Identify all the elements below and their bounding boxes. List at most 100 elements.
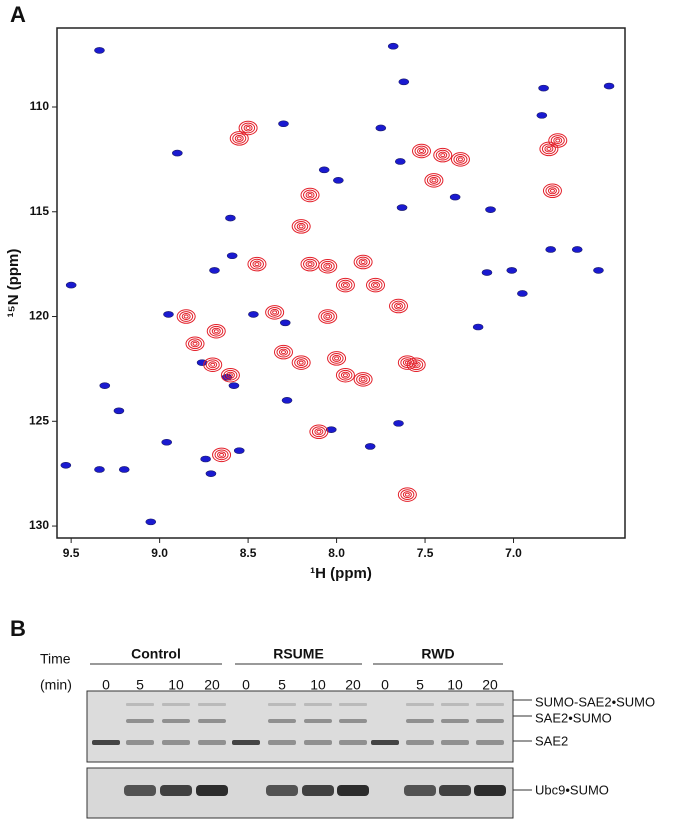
peak-contour [549, 188, 555, 193]
peak-contour [209, 325, 224, 337]
peak-contour [234, 134, 244, 142]
time-label: Time [40, 651, 71, 667]
peak-contour [396, 304, 402, 309]
band [302, 785, 334, 796]
peak-contour [438, 151, 448, 159]
peak-contour [305, 191, 315, 199]
lane-label: 5 [136, 677, 144, 693]
peak [335, 367, 355, 383]
gel-bands [92, 703, 506, 796]
peak [279, 319, 291, 327]
peak [353, 372, 373, 387]
peak-contour [400, 489, 415, 501]
lane-label: 20 [204, 677, 220, 693]
band [162, 740, 190, 745]
peak-contour [335, 277, 355, 293]
peak [394, 158, 406, 165]
peak-contour [358, 375, 368, 383]
peak [364, 443, 376, 450]
x-tick-label: 8.0 [328, 546, 345, 560]
peak [278, 120, 289, 128]
peak-contour [318, 258, 338, 274]
peak [318, 166, 330, 174]
peak-contour [433, 147, 453, 163]
peak-contour [340, 281, 350, 289]
band [266, 785, 298, 796]
peak [450, 152, 470, 167]
group-label: Control [131, 646, 181, 662]
peak-contour [183, 314, 189, 319]
peak-contour [435, 149, 450, 161]
group-label: RSUME [273, 646, 324, 662]
peak-contour [413, 362, 419, 367]
peak [247, 256, 267, 272]
y-tick-label: 115 [30, 204, 50, 218]
peak [300, 187, 320, 203]
peak-contour [550, 135, 565, 146]
peak [393, 420, 404, 427]
peak-contour [298, 360, 304, 365]
peak-contour [424, 173, 444, 188]
peak-contour [205, 359, 220, 371]
peak-contour [394, 302, 404, 310]
peak [281, 397, 293, 404]
lane-label: 5 [278, 677, 286, 693]
peak [539, 141, 559, 157]
peak [396, 204, 408, 211]
peak-contour [225, 371, 235, 379]
peak-contour [220, 367, 240, 383]
peak [65, 281, 77, 289]
peak-contour [320, 260, 335, 272]
peak [248, 311, 259, 318]
peak [291, 355, 311, 370]
peak-contour [340, 371, 350, 379]
peak [60, 461, 72, 469]
peak [335, 277, 355, 293]
peak-contour [320, 311, 335, 322]
peak [228, 382, 240, 389]
peak [229, 131, 249, 146]
peak [300, 256, 320, 272]
x-tick-label: 7.0 [505, 546, 522, 560]
peak [145, 518, 157, 526]
peak-contour [360, 260, 366, 265]
peak [233, 447, 245, 454]
band [268, 740, 296, 745]
peak-contour [358, 258, 368, 266]
peak-contour [391, 300, 406, 312]
peak [433, 147, 453, 163]
peak-contour [323, 262, 333, 270]
peak [536, 112, 548, 119]
peak [113, 407, 125, 415]
peak-contour [296, 359, 306, 367]
peak-contour [450, 152, 470, 167]
peak [481, 269, 493, 276]
peak [318, 258, 338, 274]
peak-contour [455, 155, 465, 163]
peak-contour [273, 344, 293, 360]
band [304, 703, 332, 706]
peak-contour [404, 492, 410, 497]
peak [318, 309, 338, 324]
x-axis-label: ¹H (ppm) [310, 565, 372, 582]
peak [238, 120, 258, 136]
peak-contour [414, 145, 429, 157]
band [160, 785, 192, 796]
peak-contour [353, 372, 373, 387]
band-label: SAE2 [535, 733, 568, 748]
peak-contour [254, 262, 260, 267]
peak-contour [419, 148, 425, 153]
peak-contour [412, 143, 432, 159]
peak-contour [426, 174, 441, 186]
lane-label: 10 [168, 677, 184, 693]
peak-contour [291, 219, 311, 234]
peak-contour [278, 348, 288, 356]
spectrum [60, 42, 615, 526]
peak-contour [360, 377, 366, 382]
peak [424, 173, 444, 188]
peak [220, 367, 240, 383]
peak-contour [541, 143, 556, 155]
peak [172, 149, 183, 157]
peak-contour [229, 131, 249, 146]
peak-contour [555, 138, 561, 143]
